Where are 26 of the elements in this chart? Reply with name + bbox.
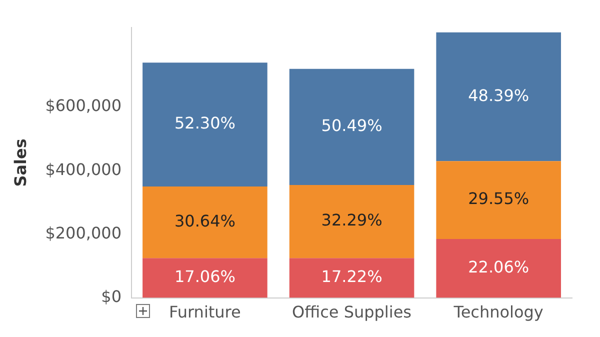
y-axis-title: Sales: [10, 138, 30, 187]
annotation: 17.22%: [321, 267, 382, 286]
annotation: 52.30%: [174, 114, 236, 133]
bar: [289, 68, 414, 185]
x-tick-label: Furniture: [169, 302, 241, 322]
bar: [289, 258, 414, 298]
annotation: 29.55%: [468, 189, 530, 208]
annotation: 48.39%: [468, 86, 530, 105]
y-tick-label: $0: [101, 286, 122, 306]
x-tick-label: Office Supplies: [292, 302, 412, 322]
bar: [436, 161, 561, 239]
bar: [436, 32, 561, 162]
bar: [436, 238, 561, 298]
bar: [142, 186, 268, 258]
annotation: 17.06%: [174, 267, 236, 286]
annotation: 32.29%: [321, 210, 382, 230]
y-tick-label: $200,000: [45, 223, 122, 242]
x-tick-label: Technology: [452, 302, 544, 322]
y-tick-label: $600,000: [45, 96, 122, 116]
y-tick-label: $400,000: [45, 160, 122, 179]
annotation: 50.49%: [321, 116, 382, 136]
annotation: 30.64%: [174, 211, 236, 230]
bar: [289, 184, 414, 258]
bar: [142, 62, 268, 187]
annotation: 22.06%: [468, 258, 530, 277]
bar: [142, 258, 268, 298]
